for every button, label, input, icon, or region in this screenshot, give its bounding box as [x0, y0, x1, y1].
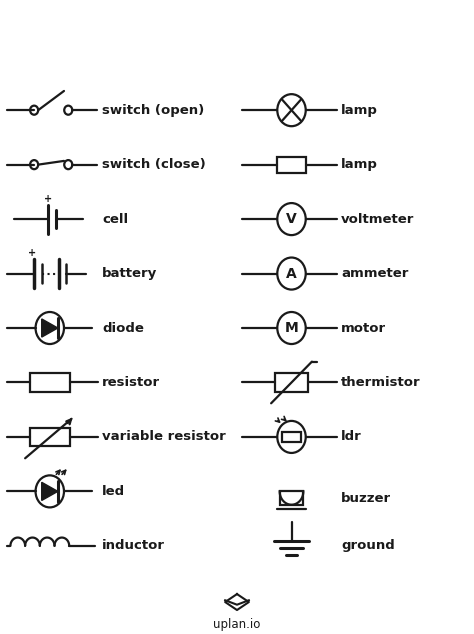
Text: uplan.io: uplan.io — [213, 618, 261, 631]
Text: Electrical circuit symbols: Electrical circuit symbols — [70, 29, 404, 53]
Text: switch (open): switch (open) — [102, 104, 204, 117]
Polygon shape — [42, 482, 58, 500]
Bar — [30, 373, 70, 392]
Text: variable resistor: variable resistor — [102, 430, 226, 443]
Text: led: led — [102, 485, 125, 498]
Text: M: M — [284, 321, 299, 335]
Bar — [277, 157, 306, 172]
Bar — [275, 373, 308, 392]
Bar — [280, 491, 303, 505]
Text: buzzer: buzzer — [341, 491, 392, 505]
Text: +: + — [44, 194, 52, 204]
Polygon shape — [42, 319, 58, 337]
Text: lamp: lamp — [341, 158, 378, 171]
Text: V: V — [286, 212, 297, 226]
Text: voltmeter: voltmeter — [341, 212, 415, 226]
Bar — [30, 428, 70, 446]
Text: inductor: inductor — [102, 540, 165, 552]
Text: A: A — [286, 266, 297, 281]
Text: ldr: ldr — [341, 430, 362, 443]
Text: +: + — [28, 249, 36, 258]
Text: ground: ground — [341, 540, 395, 552]
Text: cell: cell — [102, 212, 128, 226]
Text: lamp: lamp — [341, 104, 378, 117]
Text: motor: motor — [341, 321, 386, 335]
Text: resistor: resistor — [102, 376, 160, 389]
Text: diode: diode — [102, 321, 144, 335]
Text: ammeter: ammeter — [341, 267, 409, 280]
Bar — [282, 432, 301, 442]
Text: switch (close): switch (close) — [102, 158, 206, 171]
Text: thermistor: thermistor — [341, 376, 421, 389]
Text: battery: battery — [102, 267, 157, 280]
